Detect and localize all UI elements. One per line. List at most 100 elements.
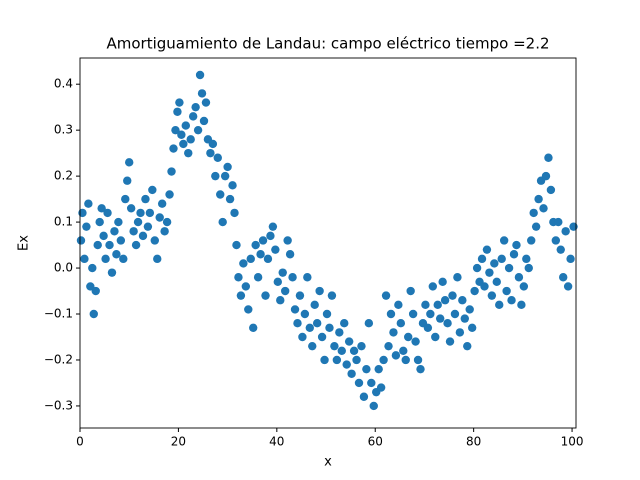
scatter-point (440, 296, 450, 305)
scatter-point (367, 378, 376, 388)
scatter-point (110, 227, 119, 236)
scatter-point (177, 130, 186, 139)
scatter-point (364, 319, 374, 328)
x-tick-label: 80 (466, 435, 481, 449)
scatter-point (119, 254, 128, 264)
scatter-point (175, 98, 184, 107)
scatter-point (507, 296, 516, 305)
scatter-point (335, 328, 344, 337)
scatter-point (95, 217, 104, 227)
scatter-point (411, 337, 420, 346)
scatter-point (303, 273, 312, 282)
scatter-point (544, 153, 553, 162)
scatter-point (211, 171, 220, 181)
scatter-point (416, 364, 425, 374)
scatter-point (253, 273, 263, 282)
y-tick-label: 0.4 (54, 77, 73, 91)
scatter-point (195, 70, 205, 80)
scatter-point (295, 291, 305, 300)
scatter-point (268, 222, 278, 231)
x-axis-label: x (324, 455, 332, 470)
scatter-point (502, 286, 511, 296)
scatter-point (125, 158, 134, 167)
y-tick-label: −0.3 (44, 398, 73, 412)
scatter-point (244, 305, 253, 314)
scatter-point (206, 148, 215, 158)
scatter-point (332, 355, 342, 365)
scatter-point (251, 240, 260, 250)
scatter-point (97, 204, 106, 213)
scatter-point (263, 254, 273, 264)
scatter-point (184, 148, 193, 158)
scatter-point (344, 337, 354, 346)
scatter-point (232, 240, 241, 250)
scatter-point (522, 254, 531, 264)
scatter-point (527, 236, 536, 245)
scatter-point (389, 328, 398, 337)
scatter-point (107, 268, 117, 277)
scatter-point (310, 300, 319, 310)
scatter-point (376, 383, 386, 392)
scatter-point (517, 300, 526, 310)
x-tick-label: 0 (76, 435, 84, 449)
scatter-point (556, 245, 565, 254)
scatter-point (133, 217, 143, 227)
scatter-point (230, 208, 239, 218)
scatter-point (186, 135, 195, 144)
scatter-point (239, 259, 248, 268)
scatter-point (153, 254, 162, 264)
scatter-point (193, 125, 203, 135)
scatter-point (492, 277, 501, 287)
scatter-point (138, 231, 148, 241)
scatter-point (362, 364, 371, 374)
scatter-point (559, 273, 568, 282)
scatter-point (99, 231, 108, 241)
scatter-point (563, 282, 573, 291)
scatter-point (308, 341, 317, 351)
scatter-point (88, 263, 97, 273)
scatter-point (141, 194, 150, 204)
scatter-point (369, 401, 378, 411)
scatter-point (406, 286, 415, 296)
scatter-point (266, 231, 275, 241)
scatter-point (84, 199, 93, 208)
scatter-point (298, 332, 307, 342)
scatter-point (524, 263, 533, 273)
scatter-point (354, 378, 364, 388)
scatter-point (340, 319, 349, 328)
scatter-point (352, 355, 361, 365)
scatter-point (443, 319, 452, 328)
scatter-point (143, 222, 153, 231)
scatter-point (105, 240, 114, 250)
scatter-point (408, 309, 418, 319)
scatter-point (225, 194, 235, 204)
scatter-point (426, 309, 435, 319)
scatter-point (534, 194, 543, 204)
scatter-point (315, 286, 324, 296)
scatter-point (165, 190, 174, 199)
scatter-point (148, 185, 157, 195)
scatter-point (167, 167, 176, 176)
scatter-point (114, 217, 123, 227)
scatter-point (359, 392, 369, 401)
scatter-point (261, 291, 270, 300)
scatter-point (497, 254, 506, 264)
scatter-point (300, 309, 310, 319)
scatter-point (213, 153, 222, 162)
scatter-point (453, 273, 462, 282)
scatter-point (216, 190, 225, 199)
scatter-point (514, 273, 524, 282)
scatter-point (485, 268, 494, 277)
scatter-point (93, 240, 102, 250)
scatter-point (399, 346, 408, 355)
y-tick-label: 0.0 (54, 261, 73, 275)
y-tick-label: −0.2 (44, 352, 73, 366)
scatter-point (569, 222, 578, 231)
scatter-point (509, 250, 519, 259)
scatter-point (490, 259, 499, 268)
scatter-point (273, 277, 283, 287)
scatter-point (539, 204, 548, 213)
scatter-point (305, 323, 314, 333)
